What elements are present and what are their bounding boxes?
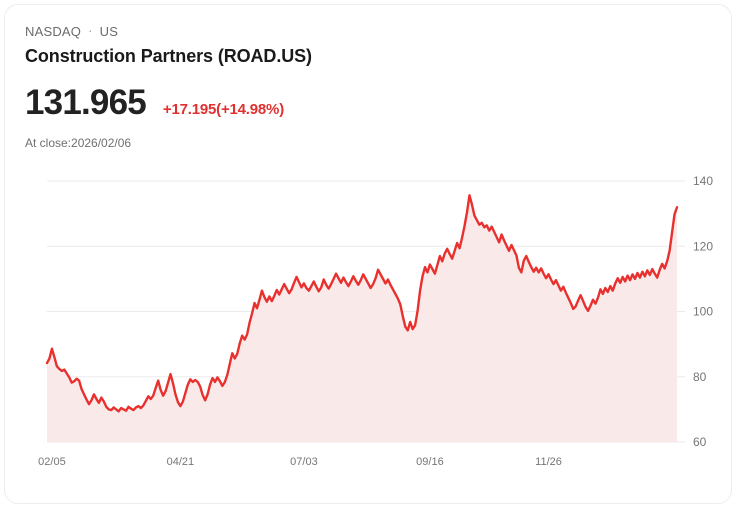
price-change: +17.195(+14.98%) bbox=[162, 101, 284, 118]
chart-area-fill bbox=[47, 195, 677, 442]
price-line-path bbox=[45, 194, 679, 413]
page-title: Construction Partners (ROAD.US) bbox=[25, 46, 312, 66]
x-axis-tick-label: 11/26 bbox=[535, 456, 562, 468]
y-axis-tick-label: 60 bbox=[693, 435, 707, 449]
separator-dot: · bbox=[88, 23, 93, 38]
exchange-label: NASDAQ bbox=[25, 24, 82, 39]
quote-header: NASDAQ · US Construction Partners (ROAD.… bbox=[25, 23, 711, 151]
price-row: 131.965 +17.195(+14.98%) bbox=[25, 83, 711, 123]
region-label: US bbox=[99, 24, 119, 39]
exchange-row: NASDAQ · US bbox=[25, 23, 711, 41]
x-axis-tick-label: 09/16 bbox=[416, 456, 444, 468]
x-axis-tick-label: 02/05 bbox=[38, 456, 66, 468]
y-axis-tick-label: 140 bbox=[693, 174, 713, 188]
market-status-text: At close:2026/02/06 bbox=[25, 136, 132, 150]
x-axis-tick-label: 07/03 bbox=[290, 456, 318, 468]
price-chart-svg[interactable]: 140 120 100 80 60 02/05 04/21 07/03 09/16 11/26 bbox=[5, 165, 732, 475]
stock-quote-card: NASDAQ · US Construction Partners (ROAD.… bbox=[4, 4, 732, 504]
price-chart[interactable]: 140 120 100 80 60 02/05 04/21 07/03 09/16 11/26 bbox=[5, 165, 732, 475]
y-axis-tick-label: 120 bbox=[693, 239, 713, 253]
last-price: 131.965 bbox=[25, 83, 147, 122]
x-axis-tick-label: 04/21 bbox=[167, 456, 195, 468]
y-axis-tick-label: 100 bbox=[693, 305, 713, 319]
chart-line-series bbox=[45, 194, 679, 413]
area-fill-path bbox=[47, 195, 677, 442]
y-axis-labels: 140 120 100 80 60 bbox=[693, 174, 713, 449]
x-axis-labels: 02/05 04/21 07/03 09/16 11/26 bbox=[38, 456, 562, 468]
y-axis-tick-label: 80 bbox=[693, 370, 707, 384]
